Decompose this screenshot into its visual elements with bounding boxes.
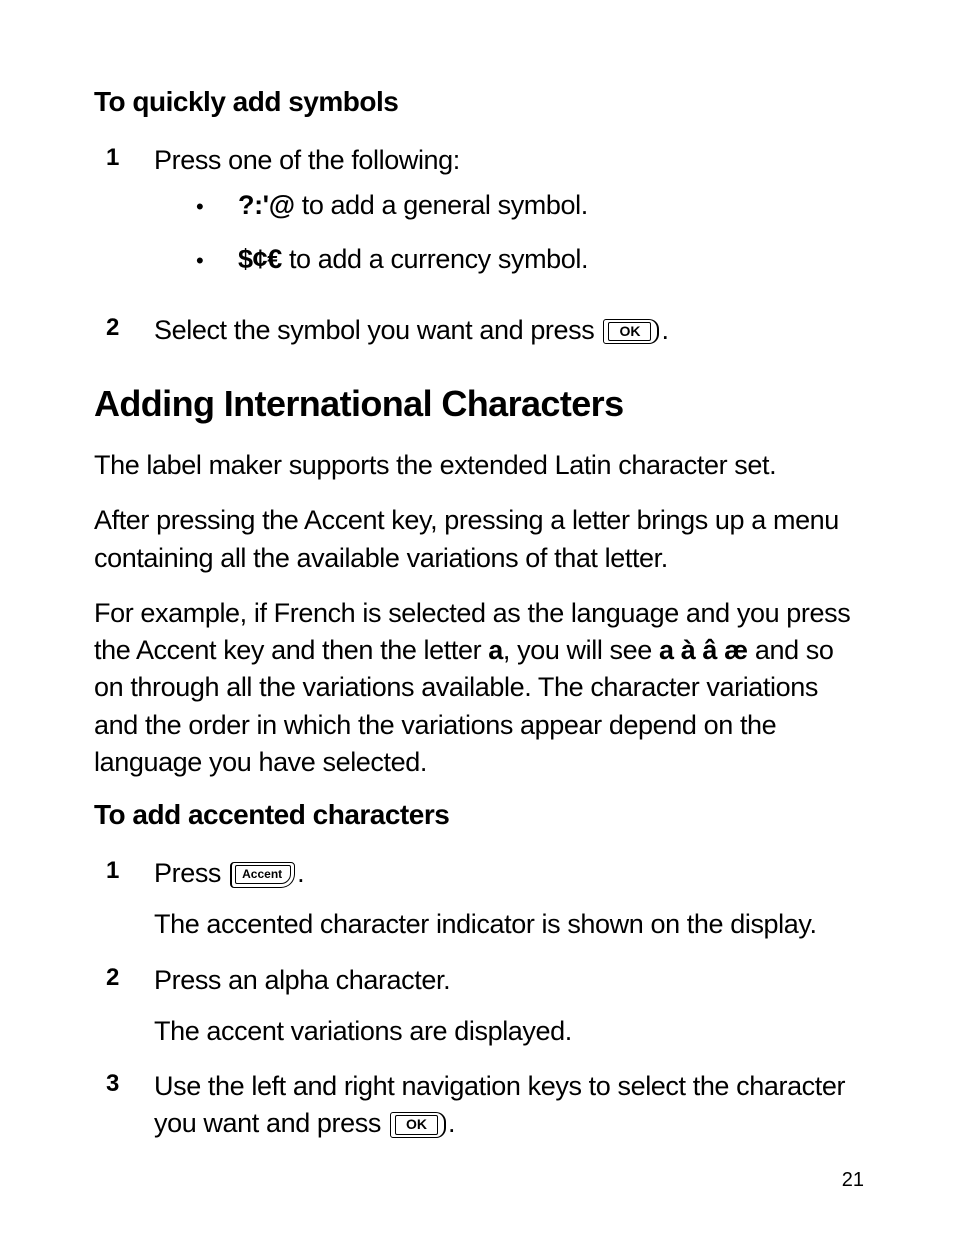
step-text-pre: Use the left and right navigation keys t… (154, 1071, 845, 1138)
bullet-desc: to add a currency symbol. (282, 244, 588, 274)
steps-quick-symbols: 1 Press one of the following: • ?:'@ to … (94, 142, 864, 349)
bullet-list: • ?:'@ to add a general symbol. • $¢€ to… (154, 187, 864, 278)
step-body: Select the symbol you want and press OK. (154, 312, 864, 349)
page-number: 21 (842, 1169, 864, 1192)
bullet-currency-symbol: • $¢€ to add a currency symbol. (154, 241, 864, 278)
page: To quickly add symbols 1 Press one of th… (0, 0, 954, 1246)
paragraph: After pressing the Accent key, pressing … (94, 502, 864, 577)
step-2: 2 Press an alpha character. The accent v… (94, 962, 864, 1051)
heading-quick-symbols: To quickly add symbols (94, 86, 864, 118)
bullet-text: $¢€ to add a currency symbol. (238, 241, 588, 278)
accent-key-label: Accent (235, 865, 291, 884)
symbol-keys: ?:'@ (238, 190, 295, 220)
step-number: 1 (94, 142, 154, 172)
ok-key-label: OK (395, 1115, 438, 1134)
heading-international-characters: Adding International Characters (94, 383, 864, 425)
ok-key-icon: OK (603, 319, 659, 344)
step-text-pre: Select the symbol you want and press (154, 315, 601, 345)
accent-variants-bold: a à â æ (659, 635, 748, 665)
step-text-post: . (448, 1108, 455, 1138)
bullet-text: ?:'@ to add a general symbol. (238, 187, 588, 224)
step-body: Press Accent. The accented character ind… (154, 855, 864, 944)
step-2: 2 Select the symbol you want and press O… (94, 312, 864, 349)
accent-key-icon: Accent (230, 862, 295, 888)
step-text: Press an alpha character. (154, 962, 864, 999)
step-line: Press Accent. (154, 855, 864, 892)
ok-key-label: OK (608, 322, 651, 341)
step-sub-text: The accented character indicator is show… (154, 906, 864, 943)
step-text-pre: Press (154, 858, 228, 888)
step-body: Press an alpha character. The accent var… (154, 962, 864, 1051)
letter-a-bold: a (488, 635, 503, 665)
step-text-post: . (297, 858, 304, 888)
bullet-desc: to add a general symbol. (295, 190, 588, 220)
bullet-general-symbol: • ?:'@ to add a general symbol. (154, 187, 864, 224)
paragraph: For example, if French is selected as th… (94, 595, 864, 781)
text: , you will see (503, 635, 659, 665)
bullet-dot-icon: • (196, 192, 238, 218)
heading-accented-characters: To add accented characters (94, 799, 864, 831)
paragraph: The label maker supports the extended La… (94, 447, 864, 484)
step-1: 1 Press Accent. The accented character i… (94, 855, 864, 944)
step-sub-text: The accent variations are displayed. (154, 1013, 864, 1050)
step-number: 2 (94, 312, 154, 342)
step-number: 3 (94, 1068, 154, 1098)
step-text-post: . (661, 315, 668, 345)
steps-accented: 1 Press Accent. The accented character i… (94, 855, 864, 1143)
step-number: 1 (94, 855, 154, 885)
step-body: Use the left and right navigation keys t… (154, 1068, 864, 1143)
step-number: 2 (94, 962, 154, 992)
step-body: Press one of the following: • ?:'@ to ad… (154, 142, 864, 294)
ok-key-icon: OK (390, 1112, 446, 1137)
step-1: 1 Press one of the following: • ?:'@ to … (94, 142, 864, 294)
step-3: 3 Use the left and right navigation keys… (94, 1068, 864, 1143)
step-text: Press one of the following: (154, 142, 864, 179)
bullet-dot-icon: • (196, 246, 238, 272)
symbol-keys: $¢€ (238, 244, 282, 274)
